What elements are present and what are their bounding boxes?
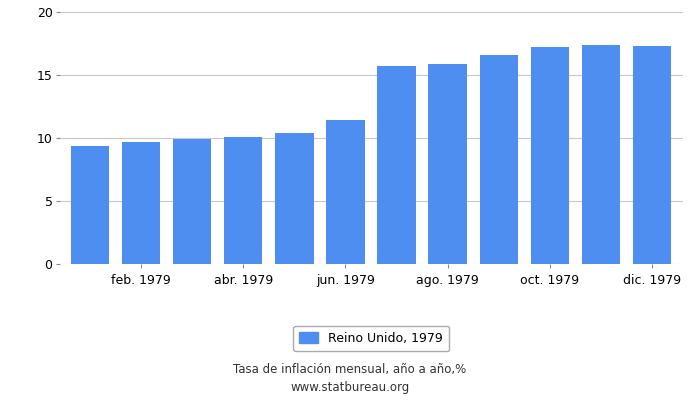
Legend: Reino Unido, 1979: Reino Unido, 1979 <box>293 326 449 351</box>
Bar <box>480 55 518 264</box>
Bar <box>71 146 109 264</box>
Bar <box>582 45 620 264</box>
Bar <box>633 46 671 264</box>
Bar <box>326 120 365 264</box>
Bar <box>531 47 569 264</box>
Text: Tasa de inflación mensual, año a año,%: Tasa de inflación mensual, año a año,% <box>233 364 467 376</box>
Bar <box>428 64 467 264</box>
Bar <box>122 142 160 264</box>
Bar <box>377 66 416 264</box>
Text: www.statbureau.org: www.statbureau.org <box>290 382 410 394</box>
Bar <box>173 139 211 264</box>
Bar <box>275 133 314 264</box>
Bar <box>224 137 262 264</box>
